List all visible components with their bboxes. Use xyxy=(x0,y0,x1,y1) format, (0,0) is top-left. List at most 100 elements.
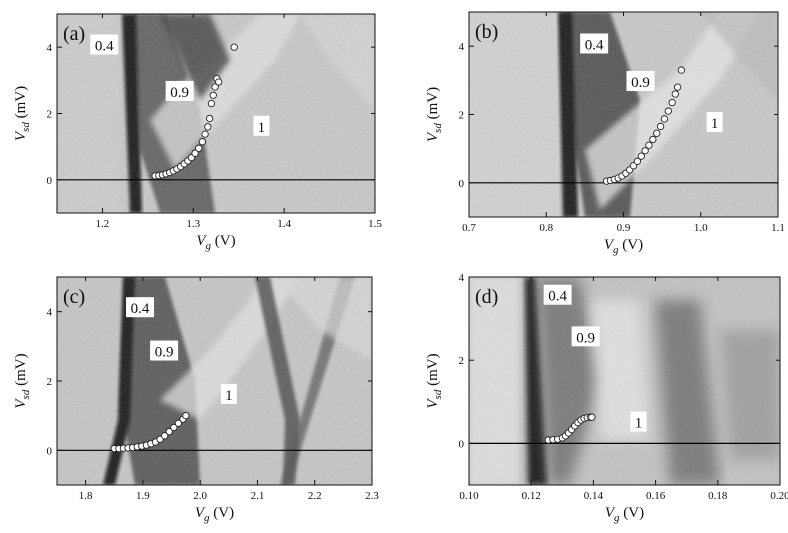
xlabel-symbol: V xyxy=(605,505,616,521)
panel-d-xtick-label: 0.12 xyxy=(522,490,541,502)
panel-b-data-point xyxy=(660,115,669,123)
panel-a-data-point xyxy=(211,83,219,91)
region-label: 0.4 xyxy=(131,301,150,317)
ylabel-symbol: V xyxy=(13,130,29,141)
xlabel-symbol: V xyxy=(604,237,615,253)
ylabel-subscript: sd xyxy=(432,389,444,399)
ylabel-symbol: V xyxy=(425,131,441,142)
panel-d-frame xyxy=(468,276,781,486)
panel-d-ytick-label: 4 xyxy=(459,272,465,284)
panel-a-data-point xyxy=(204,123,212,131)
panel-b-data-point xyxy=(633,157,642,165)
panel-b-data-point xyxy=(645,141,653,149)
region-label-box xyxy=(571,326,600,347)
ylabel-subscript: sd xyxy=(432,123,444,133)
panel-a-data-point xyxy=(195,144,203,152)
ylabel-symbol: V xyxy=(425,398,441,409)
panel-c-xtick-label: 2.2 xyxy=(308,490,322,502)
panel-a-xtick-label: 1.4 xyxy=(277,218,291,230)
panel-c-label: (c) xyxy=(63,286,85,308)
ylabel-subscript: sd xyxy=(20,122,32,132)
xlabel-unit: (V) xyxy=(620,505,645,521)
panel-d-xtick-label: 0.14 xyxy=(584,490,604,502)
panel-b-data-point xyxy=(664,107,672,115)
region-label: 0.9 xyxy=(170,85,189,101)
panel-d-xtick-label: 0.16 xyxy=(646,490,666,502)
region-label: 0.9 xyxy=(576,330,595,346)
panel-a-ylabel: Vsd (mV) xyxy=(13,86,32,141)
panel-b-xtick-label: 0.7 xyxy=(462,222,476,234)
panel-c-ylabel: Vsd (mV) xyxy=(13,353,32,408)
xlabel-subscript: g xyxy=(613,244,619,256)
panel-d-xlabel: Vg (V) xyxy=(605,505,644,524)
xlabel-symbol: V xyxy=(196,233,207,249)
panel-d-xtick-label: 0.10 xyxy=(459,490,479,502)
panel-b-data-point xyxy=(649,135,657,144)
region-label: 1 xyxy=(225,388,233,404)
xlabel-symbol: V xyxy=(195,505,206,521)
panel-c-ytick-label: 4 xyxy=(47,307,53,319)
panel-a-data-point xyxy=(205,114,214,123)
panel-b-data-point xyxy=(677,66,686,74)
panel-c-data-point xyxy=(174,419,183,427)
panel-b-xtick-label: 0.8 xyxy=(539,222,553,234)
panel-a-data-point xyxy=(230,43,238,51)
panel-b-data-point xyxy=(668,98,676,107)
panel-a-data-point xyxy=(209,91,217,99)
panel-b-data-point xyxy=(637,152,645,160)
xlabel-subscript: g xyxy=(206,240,212,252)
ylabel-symbol: V xyxy=(13,398,29,409)
panel-d-ytick-label: 0 xyxy=(459,438,465,450)
region-label: 0.9 xyxy=(155,345,174,361)
region-label-box xyxy=(253,115,270,136)
panel-c-xtick-label: 2.1 xyxy=(251,490,265,502)
xlabel-unit: (V) xyxy=(211,233,236,249)
panel-c-ytick-label: 0 xyxy=(47,445,53,457)
panel-d-data-point xyxy=(588,413,596,421)
panel-c-xtick-label: 1.9 xyxy=(136,490,150,502)
region-label-box xyxy=(630,411,647,432)
panel-b-data-point xyxy=(641,147,649,155)
panel-b-xtick-label: 1.0 xyxy=(694,222,708,234)
panel-d-ylabel: Vsd (mV) xyxy=(425,353,444,408)
panel-c-ytick-label: 2 xyxy=(47,376,53,388)
panel-b-data-point xyxy=(673,83,682,91)
ylabel-unit: (mV) xyxy=(13,86,29,122)
region-label-box xyxy=(150,340,179,361)
region-label: 0.4 xyxy=(95,39,114,55)
xlabel-subscript: g xyxy=(204,512,210,524)
panel-c-data-point xyxy=(161,432,169,440)
region-label: 1 xyxy=(635,416,643,432)
panel-b-label: (b) xyxy=(475,21,498,43)
panel-d-label: (d) xyxy=(475,286,498,308)
panel-b-data-point xyxy=(653,129,661,137)
panel-c-xtick-label: 2.3 xyxy=(365,490,379,502)
panel-b-data-point xyxy=(656,122,665,131)
panel-b-ytick-label: 2 xyxy=(459,110,465,122)
panel-c-data-point xyxy=(165,427,173,436)
ylabel-subscript: sd xyxy=(20,389,32,399)
region-label-box xyxy=(626,71,655,92)
ylabel-unit: (mV) xyxy=(425,353,441,389)
panel-d-ytick-label: 2 xyxy=(459,355,465,367)
xlabel-unit: (V) xyxy=(619,237,644,253)
panel-c-xlabel: Vg (V) xyxy=(195,505,234,524)
panel-a-data-point xyxy=(215,78,223,86)
region-label-box xyxy=(165,80,194,101)
xlabel-unit: (V) xyxy=(210,505,235,521)
panel-d-xtick-label: 0.20 xyxy=(770,490,788,502)
panel-c-data-point xyxy=(170,423,178,432)
panel-a-ytick-label: 4 xyxy=(47,42,53,54)
panel-a-label: (a) xyxy=(63,23,85,45)
panel-b-ylabel: Vsd (mV) xyxy=(425,87,444,142)
panel-b-ytick-label: 4 xyxy=(459,41,465,53)
region-label: 0.4 xyxy=(585,37,604,53)
region-label: 0.9 xyxy=(631,75,650,91)
panel-c-xtick-label: 2.0 xyxy=(193,490,207,502)
panel-c-data-point xyxy=(182,412,190,420)
